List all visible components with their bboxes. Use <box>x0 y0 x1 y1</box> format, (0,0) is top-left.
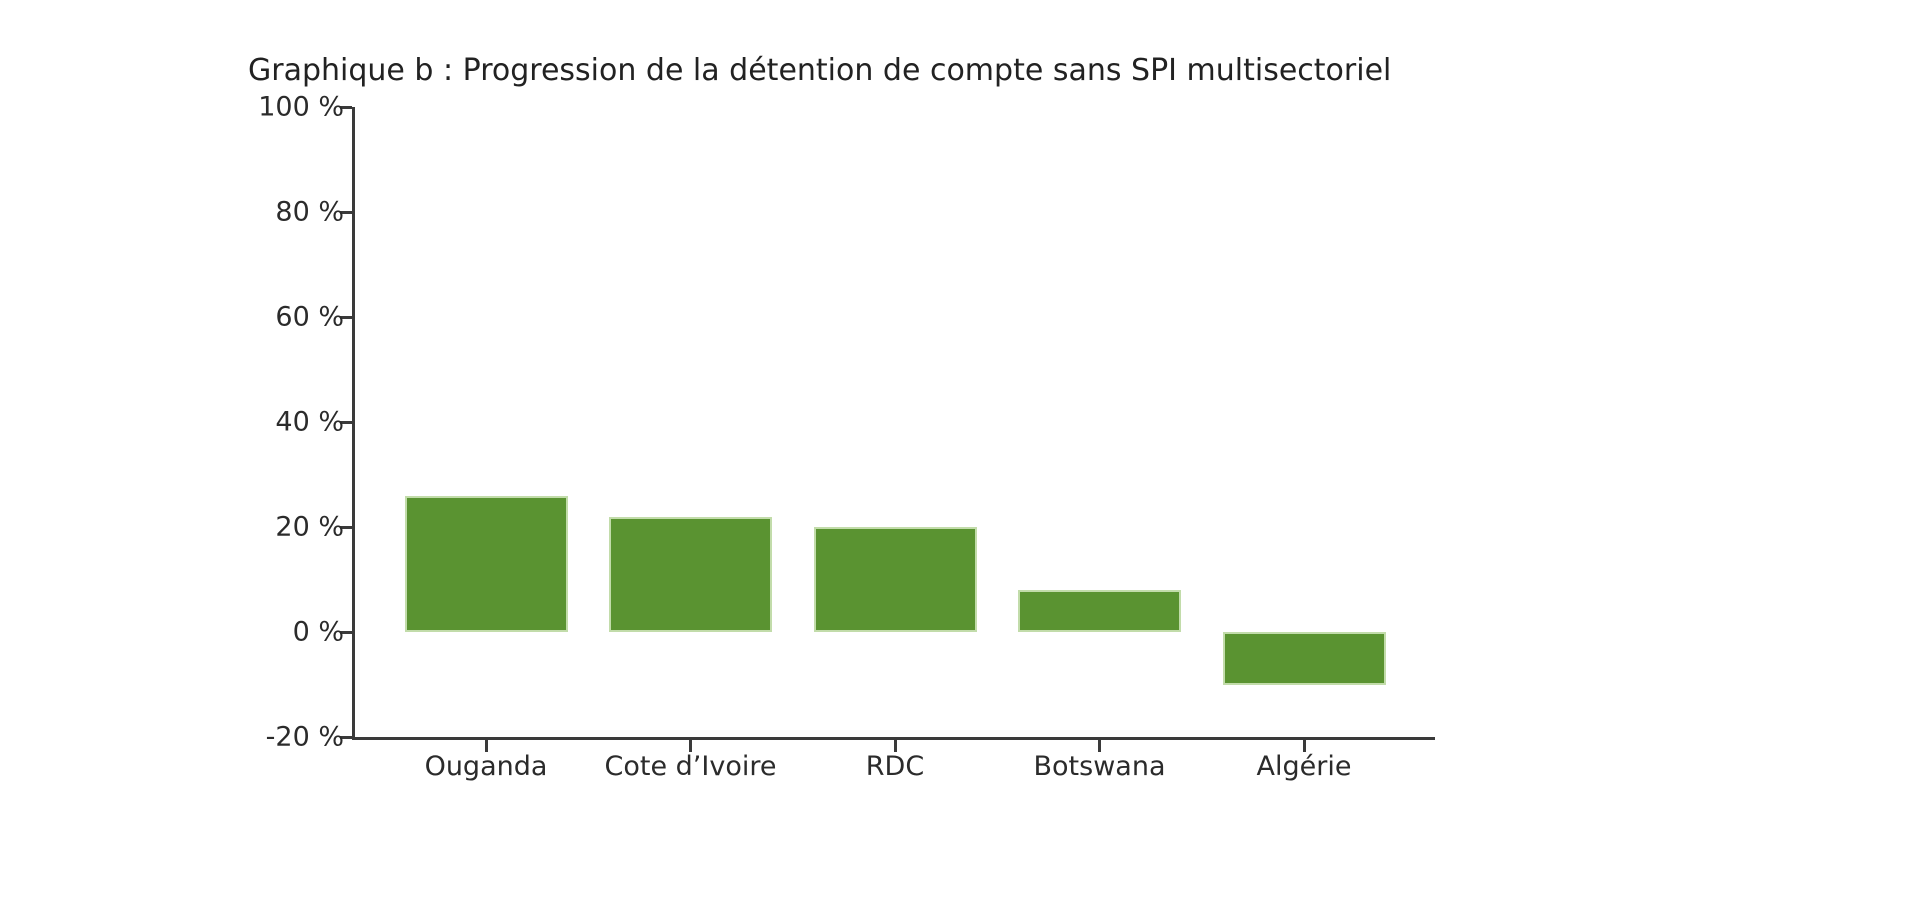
x-axis-category-label: Botswana <box>1033 751 1166 782</box>
x-axis-tick <box>893 740 897 752</box>
x-axis-category-label: Algérie <box>1256 751 1352 782</box>
y-axis-tick-label: 40 % <box>275 406 344 438</box>
x-axis-category-label: RDC <box>865 751 925 782</box>
y-axis-tick <box>340 735 352 739</box>
y-axis-tick <box>340 210 352 214</box>
x-axis-tick <box>1098 740 1101 752</box>
x-axis-tick <box>484 740 488 752</box>
y-axis-tick <box>340 630 352 634</box>
y-axis-tick-label: 80 % <box>275 196 344 228</box>
x-axis-tick <box>1302 740 1306 752</box>
plot-area: 100 % 80 % 60 % 40 % 20 % 0 % -20 % Ouganda Cot… <box>258 92 1435 782</box>
chart-title: Graphique b : Progression de la détentio… <box>248 53 1392 88</box>
x-axis-tick <box>689 740 692 752</box>
y-axis-tick-label: 0 % <box>292 616 344 648</box>
x-axis-category-label: Ouganda <box>424 751 548 782</box>
y-axis-tick-label: 20 % <box>275 511 344 543</box>
bar-rdc <box>813 527 977 632</box>
y-axis-tick <box>340 420 352 424</box>
y-axis-tick-label: 100 % <box>258 91 344 123</box>
bar-ouganda <box>404 495 568 632</box>
y-axis-tick-label: 60 % <box>275 301 344 333</box>
bar-algerie <box>1222 632 1386 685</box>
y-axis-tick <box>340 525 352 529</box>
y-axis-tick <box>340 315 352 319</box>
bar-botswana <box>1018 590 1181 632</box>
bar-cote-d-ivoire <box>609 516 772 632</box>
y-axis-tick <box>340 105 352 109</box>
y-axis-tick-label: -20 % <box>265 721 344 753</box>
x-axis-category-label: Cote d’Ivoire <box>604 751 777 782</box>
